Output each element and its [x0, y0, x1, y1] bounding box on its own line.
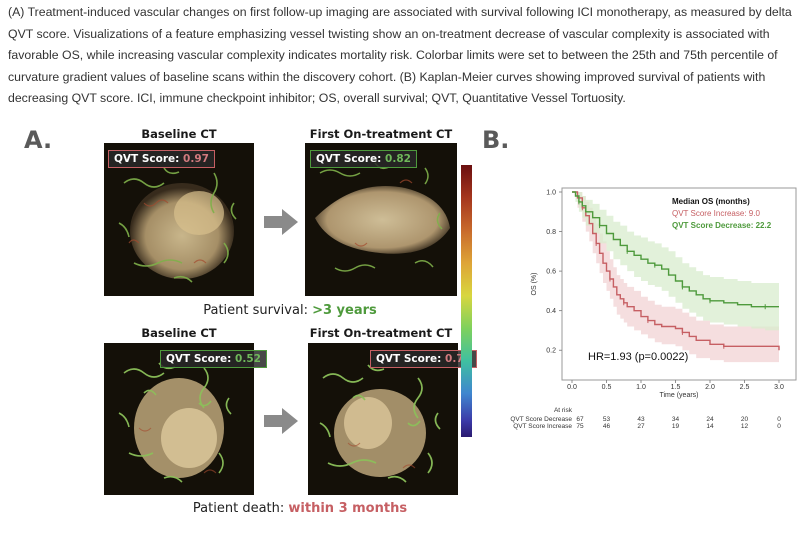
y-tick-label: 1.0	[546, 190, 556, 197]
at-risk-value: 12	[741, 423, 749, 430]
at-risk-row-label: QVT Score Decrease	[510, 416, 572, 423]
x-tick-label: 3.0	[774, 384, 784, 391]
at-risk-value: 67	[576, 416, 584, 423]
row2-baseline-title: Baseline CT	[141, 326, 217, 340]
row2-baseline-score-box: QVT Score: 0.52	[160, 350, 267, 368]
y-tick-label: 0.6	[546, 269, 556, 276]
row2-treatment-vessel-render	[319, 364, 441, 483]
outcome-prefix: Patient death:	[192, 501, 289, 516]
score-value: 0.97	[183, 153, 209, 165]
row1-treatment-score-box: QVT Score: 0.82	[310, 150, 417, 168]
score-label: QVT Score:	[376, 353, 446, 365]
figure-caption: (A) Treatment-induced vascular changes o…	[8, 5, 792, 105]
at-risk-value: 53	[603, 416, 611, 423]
right-arrow-icon	[264, 408, 298, 434]
y-tick-label: 0.8	[546, 229, 556, 236]
row1-treatment-title: First On-treatment CT	[309, 127, 453, 141]
colorbar	[461, 165, 472, 437]
at-risk-value: 0	[777, 416, 781, 423]
row1-baseline-vessel-render	[118, 167, 237, 283]
score-label: QVT Score:	[114, 153, 184, 165]
y-tick-label: 0.2	[546, 348, 556, 355]
at-risk-value: 46	[603, 423, 611, 430]
legend-entry-decrease: QVT Score Decrease: 22.2	[672, 221, 772, 230]
at-risk-row-label: QVT Score Increase	[513, 423, 572, 430]
row1-treatment-ct-image	[305, 143, 457, 296]
at-risk-value: 75	[576, 423, 584, 430]
score-value: 0.52	[235, 353, 261, 365]
score-label: QVT Score:	[166, 353, 236, 365]
x-tick-label: 2.0	[705, 384, 715, 391]
x-tick-label: 1.5	[671, 384, 681, 391]
row2-baseline-ct-image	[104, 343, 254, 495]
x-tick-label: 0.5	[602, 384, 612, 391]
at-risk-value: 27	[637, 423, 645, 430]
kaplan-meier-chart: 0.2 0.4 0.6 0.8 1.0 0.0 0.5 1.0 1.5 2.0 2.5 3.0 OS…	[510, 187, 797, 430]
x-tick-label: 2.5	[740, 384, 750, 391]
row1-baseline-title: Baseline CT	[141, 127, 217, 141]
row1-baseline-ct-image	[104, 143, 254, 296]
row1-outcome: Patient survival: >3 years	[180, 303, 400, 318]
at-risk-value: 34	[672, 416, 680, 423]
panel-a-letter: A.	[24, 126, 53, 154]
at-risk-value: 20	[741, 416, 749, 423]
outcome-prefix: Patient survival:	[203, 303, 313, 318]
hazard-ratio-annotation: HR=1.93 (p=0.0022)	[588, 351, 688, 363]
y-axis-label: OS (%)	[531, 273, 538, 296]
at-risk-value: 0	[777, 423, 781, 430]
x-tick-label: 0.0	[567, 384, 577, 391]
confidence-band-1	[572, 192, 779, 331]
x-axis-label: Time (years)	[659, 392, 698, 399]
right-arrow-icon	[264, 209, 298, 235]
at-risk-title: At risk	[554, 407, 573, 414]
y-tick-label: 0.4	[546, 308, 556, 315]
at-risk-value: 19	[672, 423, 680, 430]
row2-baseline-vessel-render	[118, 362, 232, 483]
x-tick-label: 1.0	[636, 384, 646, 391]
row1-baseline-score-box: QVT Score: 0.97	[108, 150, 215, 168]
at-risk-value: 43	[637, 416, 645, 423]
legend-entry-increase: QVT Score Increase: 9.0	[672, 209, 760, 218]
score-value: 0.82	[385, 153, 411, 165]
panel-b-letter: B.	[482, 126, 510, 154]
at-risk-value: 14	[706, 423, 714, 430]
at-risk-value: 24	[706, 416, 714, 423]
row2-treatment-ct-image	[308, 343, 458, 495]
row2-outcome: Patient death: within 3 months	[180, 501, 420, 516]
score-label: QVT Score:	[316, 153, 386, 165]
row2-treatment-title: First On-treatment CT	[309, 326, 453, 340]
outcome-value: >3 years	[312, 303, 377, 318]
legend-title: Median OS (months)	[672, 197, 750, 206]
outcome-value: within 3 months	[288, 501, 408, 516]
